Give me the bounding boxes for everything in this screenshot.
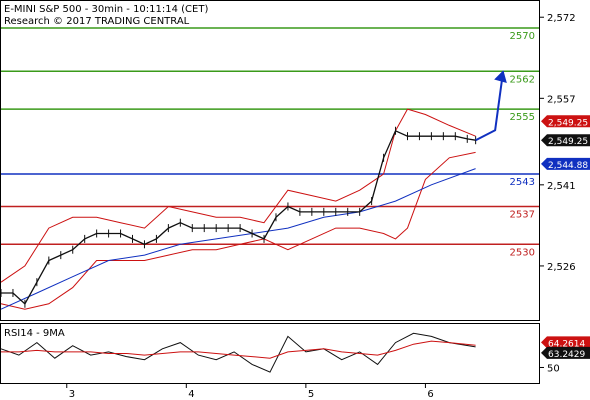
- price-tag-box: [541, 115, 590, 128]
- rsi-tag-box: [541, 346, 590, 359]
- rsi-series-RSI14: [0, 332, 476, 373]
- level-label-2543: 2543: [510, 177, 535, 188]
- level-label-2570: 2570: [510, 31, 535, 42]
- x-axis-label: 6: [427, 389, 433, 400]
- rsi-tag-label: 64.2614: [548, 339, 585, 349]
- price-panel: 2570 2562 2555 2543 2537 2530: [0, 27, 539, 310]
- level-label-2530: 2530: [510, 247, 535, 258]
- chart-subtitle: Research © 2017 TRADING CENTRAL: [4, 16, 190, 27]
- price-axis-label: 2,557: [547, 94, 576, 105]
- x-axis-label: 3: [69, 389, 75, 400]
- price-tag-label: 2,544.88: [548, 161, 588, 171]
- rsi-panel-frame: [0, 323, 540, 384]
- price-axis-label: 2,572: [547, 13, 576, 24]
- level-label-2562: 2562: [510, 74, 535, 85]
- series-moving_average: [0, 168, 476, 310]
- chart-title: E-MINI S&P 500 - 30min - 10:11:14 (CET): [4, 4, 208, 15]
- rsi-tag-label: 63.2429: [548, 350, 585, 360]
- rsi-title: RSI14 - 9MA: [4, 328, 65, 339]
- series-bollinger_lower: [0, 151, 476, 310]
- rsi-tag-box: [541, 336, 590, 349]
- rsi-axis-label: 50: [547, 363, 560, 374]
- rsi-panel: [0, 332, 476, 373]
- x-axis-label: 5: [308, 389, 314, 400]
- level-label-2555: 2555: [510, 112, 535, 123]
- level-label-2537: 2537: [510, 209, 535, 220]
- price-tag-label: 2,549.25: [548, 118, 588, 128]
- axes: 2,572 2,557 2,541 2,526 2,549.25 2,549.25 2,54…: [66, 13, 590, 400]
- projection-arrow-head: [494, 70, 507, 84]
- price-tag-box: [541, 134, 590, 147]
- price-axis-label: 2,526: [547, 262, 576, 273]
- series-bollinger_upper: [0, 108, 476, 283]
- price-axis-label: 2,541: [547, 181, 576, 192]
- price-tag-box: [541, 157, 590, 170]
- projection-arrow-line: [475, 71, 505, 142]
- rsi-series-9MA: [1, 340, 476, 359]
- price-tag-label: 2,549.25: [548, 137, 588, 147]
- x-axis-label: 4: [188, 389, 194, 400]
